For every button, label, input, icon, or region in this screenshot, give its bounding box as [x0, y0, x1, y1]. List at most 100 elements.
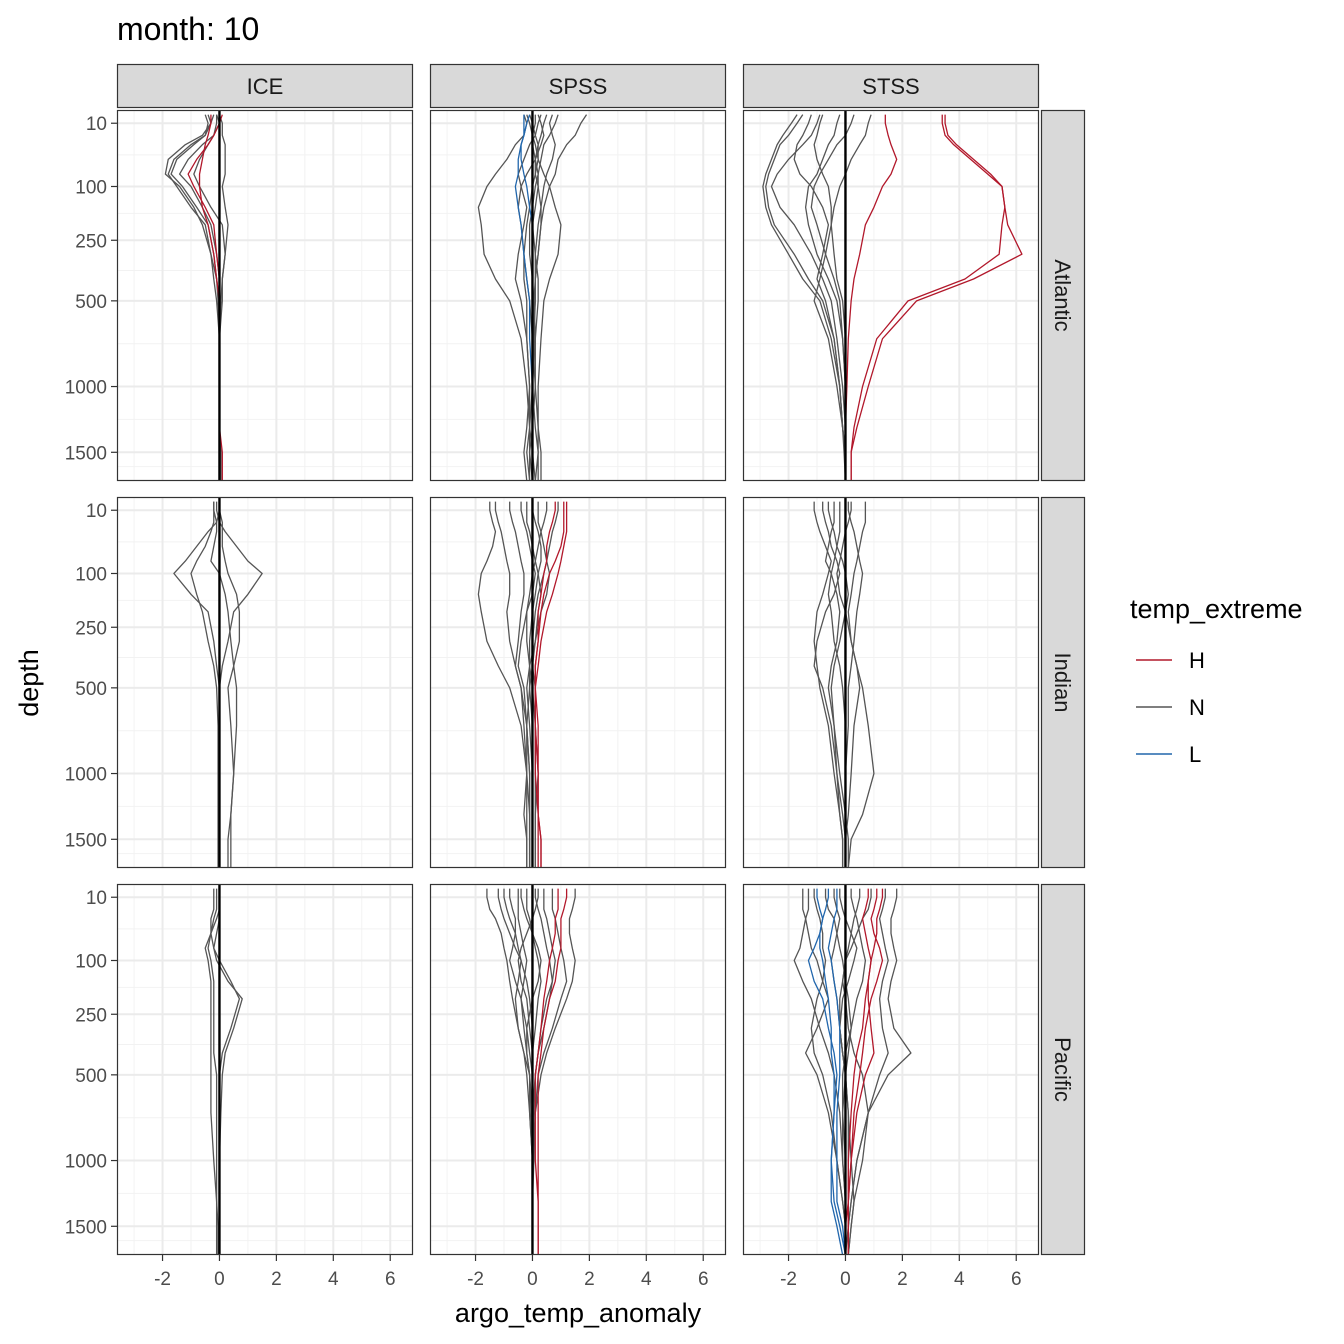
strip-spss — [429, 63, 727, 109]
series-lines — [793, 888, 912, 1255]
legend-label-l: L — [1189, 742, 1201, 767]
x-tick-label: 0 — [840, 1269, 851, 1290]
y-tick-label: 1500 — [65, 1217, 107, 1238]
series-line-h — [847, 888, 884, 1255]
y-tick-label: 1000 — [65, 765, 107, 786]
x-tick-label: 4 — [954, 1269, 965, 1290]
grid — [117, 497, 413, 868]
panel-background — [117, 110, 413, 481]
x-tick-label: 2 — [897, 1269, 908, 1290]
series-line-n — [526, 114, 562, 481]
series-line-h — [850, 114, 1023, 481]
series-line-n — [528, 114, 559, 481]
panel-spss-indian — [429, 496, 727, 869]
y-tick-label: 100 — [75, 177, 107, 198]
x-tick-label: 6 — [698, 1269, 709, 1290]
legend-keys: HNL — [1136, 648, 1205, 767]
panel-spss-atlantic: SPSS — [429, 63, 727, 482]
series-line-h — [844, 888, 872, 1255]
grid — [743, 884, 1039, 1255]
panel-border — [116, 496, 414, 869]
series-line-n — [190, 501, 219, 868]
x-tick-label: 4 — [641, 1269, 652, 1290]
panel-border — [742, 109, 1040, 482]
strip-stss — [742, 63, 1040, 109]
y-tick-label: 10 — [86, 888, 107, 909]
panel-border — [429, 109, 727, 482]
grid — [117, 110, 413, 481]
panel-background — [743, 497, 1039, 868]
x-tick-label: 2 — [584, 1269, 595, 1290]
series-line-h — [534, 501, 556, 868]
grid — [743, 110, 1039, 481]
panel-border — [116, 109, 414, 482]
series-line-n — [813, 501, 844, 868]
series-line-n — [770, 114, 847, 481]
panel-spss-pacific: -2 0 2 4 6 — [429, 883, 727, 1290]
panel-background — [430, 884, 726, 1255]
y-tick-label: 10 — [86, 501, 107, 522]
chart-title: month: 10 — [117, 11, 259, 47]
y-tick-label: 500 — [75, 292, 107, 313]
grid — [430, 884, 726, 1255]
series-line-n — [839, 888, 872, 1255]
panel-ice-atlantic: ICE 10 100 250 500 1000 1500 — [65, 63, 414, 482]
series-line-n — [824, 501, 849, 868]
series-line-l — [819, 888, 847, 1255]
y-tick-label: 1500 — [65, 830, 107, 851]
strip-label-indian: Indian — [1050, 653, 1075, 713]
strip-label-ice: ICE — [247, 74, 284, 99]
panel-ice-pacific: 10 100 250 500 1000 1500 -2 0 2 4 6 — [65, 883, 414, 1290]
y-tick-label: 1000 — [65, 378, 107, 399]
series-line-h — [850, 114, 1006, 481]
series-line-n — [477, 501, 531, 868]
series-line-n — [810, 888, 847, 1255]
panel-stss-atlantic: STSS Atlantic — [742, 63, 1086, 482]
panel-background — [117, 884, 413, 1255]
strip-ice — [116, 63, 414, 109]
y-tick-label: 500 — [75, 679, 107, 700]
series-line-n — [204, 888, 221, 1255]
panel-stss-indian: Indian — [742, 496, 1086, 869]
panel-border — [429, 883, 727, 1256]
y-tick-label: 250 — [75, 618, 107, 639]
y-tick-label: 1500 — [65, 443, 107, 464]
y-tick-label: 250 — [75, 1005, 107, 1026]
x-tick-label: 2 — [271, 1269, 282, 1290]
series-line-h — [534, 501, 568, 868]
x-tick-label: -2 — [467, 1269, 484, 1290]
legend-title: temp_extreme — [1130, 594, 1303, 624]
strip-atlantic — [1040, 109, 1086, 482]
strip-indian — [1040, 496, 1086, 869]
panel-background — [430, 497, 726, 868]
panel-border — [742, 496, 1040, 869]
series-line-n — [813, 501, 847, 868]
x-tick-label: 6 — [1011, 1269, 1022, 1290]
x-tick-label: -2 — [780, 1269, 797, 1290]
y-tick-label: 100 — [75, 951, 107, 972]
x-tick-label: 0 — [527, 1269, 538, 1290]
legend-label-n: N — [1189, 695, 1205, 720]
strip-label-stss: STSS — [862, 74, 919, 99]
series-line-h — [534, 888, 559, 1255]
panel-background — [743, 110, 1039, 481]
panel-background — [430, 110, 726, 481]
panel-border — [116, 883, 414, 1256]
series-line-n — [847, 501, 875, 868]
grid — [430, 110, 726, 481]
series-line-n — [526, 501, 548, 868]
series-line-n — [531, 501, 559, 868]
series-line-n — [793, 114, 847, 481]
panel-border — [742, 883, 1040, 1256]
y-axis-label: depth — [14, 649, 44, 717]
y-tick-label: 100 — [75, 564, 107, 585]
strip-pacific — [1040, 883, 1086, 1256]
x-tick-label: 4 — [328, 1269, 339, 1290]
series-line-n — [824, 888, 852, 1255]
legend: temp_extreme HNL — [1130, 594, 1303, 767]
strip-label-atlantic: Atlantic — [1050, 259, 1075, 331]
strip-label-spss: SPSS — [549, 74, 608, 99]
strip-label-pacific: Pacific — [1050, 1037, 1075, 1102]
